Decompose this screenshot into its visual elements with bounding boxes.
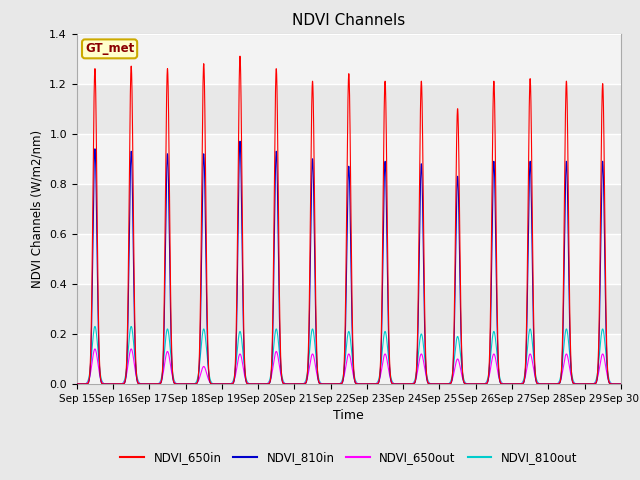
Line: NDVI_810in: NDVI_810in [77, 141, 621, 384]
NDVI_650out [276, 370, 284, 376]
NDVI_650out [189, 381, 197, 387]
NDVI_650in [73, 381, 81, 387]
NDVI_810out [91, 324, 99, 329]
NDVI_810out [276, 362, 284, 368]
Y-axis label: NDVI Channels (W/m2/nm): NDVI Channels (W/m2/nm) [31, 130, 44, 288]
NDVI_810in [184, 381, 191, 387]
NDVI_810in [236, 138, 244, 144]
NDVI_650in [424, 380, 431, 385]
NDVI_650out [91, 346, 99, 352]
NDVI_810out [424, 377, 431, 383]
NDVI_810in [189, 381, 197, 387]
NDVI_810in [615, 381, 623, 387]
NDVI_810in [73, 381, 81, 387]
X-axis label: Time: Time [333, 409, 364, 422]
NDVI_810in [276, 357, 284, 362]
Bar [77, 34, 621, 84]
Line: NDVI_650out: NDVI_650out [77, 349, 621, 384]
NDVI_810out [501, 381, 509, 387]
Bar [77, 134, 621, 184]
NDVI_650out [617, 381, 625, 387]
Line: NDVI_650in: NDVI_650in [77, 56, 621, 384]
NDVI_650in [617, 381, 625, 387]
Text: GT_met: GT_met [85, 42, 134, 55]
NDVI_810out [73, 381, 81, 387]
NDVI_650in [501, 381, 509, 387]
NDVI_810out [615, 381, 623, 387]
Line: NDVI_810out: NDVI_810out [77, 326, 621, 384]
Bar [77, 334, 621, 384]
NDVI_650in [236, 53, 244, 59]
NDVI_650out [424, 379, 431, 384]
NDVI_810out [184, 381, 191, 387]
NDVI_810out [189, 381, 197, 387]
NDVI_650out [615, 381, 623, 387]
NDVI_810in [617, 381, 625, 387]
NDVI_650in [184, 381, 191, 387]
NDVI_810out [617, 381, 625, 387]
Title: NDVI Channels: NDVI Channels [292, 13, 405, 28]
NDVI_650in [615, 381, 623, 387]
NDVI_650in [276, 348, 284, 354]
NDVI_650out [73, 381, 81, 387]
NDVI_650out [501, 381, 509, 387]
NDVI_650out [184, 381, 191, 387]
NDVI_810in [424, 380, 431, 386]
Bar [77, 234, 621, 284]
NDVI_810in [501, 381, 509, 387]
Legend: NDVI_650in, NDVI_810in, NDVI_650out, NDVI_810out: NDVI_650in, NDVI_810in, NDVI_650out, NDV… [116, 446, 582, 468]
NDVI_650in [189, 381, 197, 387]
